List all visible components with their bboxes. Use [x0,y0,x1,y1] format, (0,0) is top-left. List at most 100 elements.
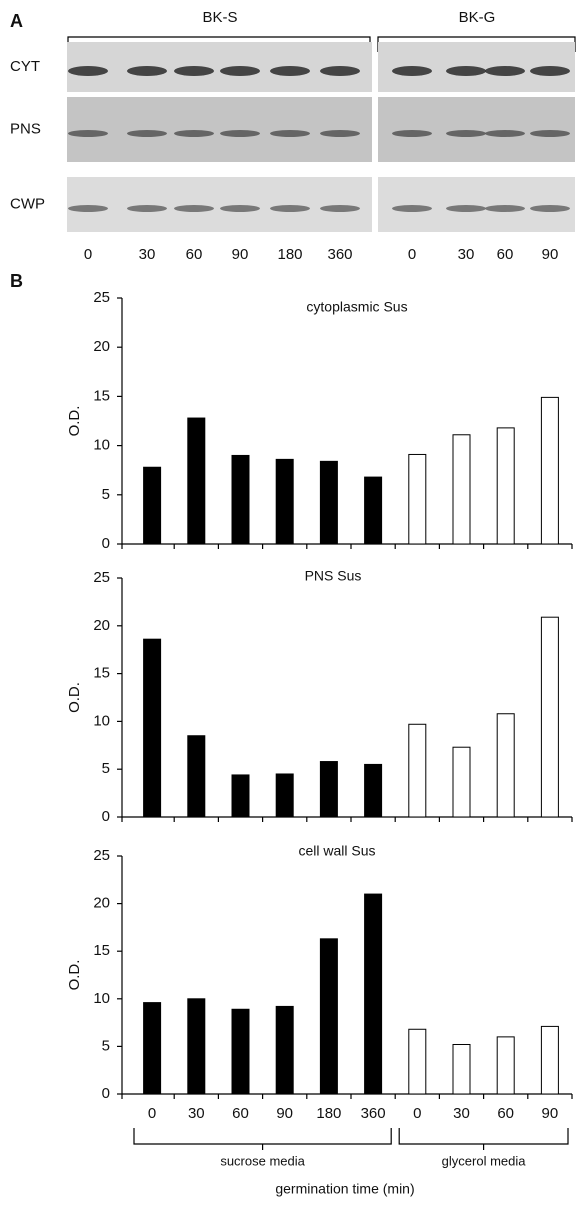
bar [320,762,337,817]
blot-band [270,205,310,212]
bar [409,454,426,544]
bar [188,418,205,544]
blot-band [68,205,108,212]
chart-title: PNS Sus [305,568,362,584]
panel-label: B [10,271,23,291]
blot-band [220,130,260,137]
blot-band [530,66,570,76]
row-label: CWP [10,195,45,212]
bar [409,724,426,817]
y-tick-label: 15 [93,387,110,404]
figure: A B BK-S BK-G germination time (min) CYT… [0,0,579,1205]
y-axis-title: O.D. [66,960,83,991]
x-axis-title: germination time (min) [275,1181,414,1197]
blot-strip [378,97,575,162]
lane-label: 60 [497,246,514,263]
group-label: BK-S [202,9,237,26]
blot-strip [67,42,372,92]
bar [188,736,205,817]
blot-band [127,66,167,76]
y-tick-label: 25 [93,847,110,864]
lane-label: 90 [232,246,249,263]
bar [320,461,337,544]
group-bracket [134,1128,391,1150]
lane-label: 360 [327,246,352,263]
blot-band [392,66,432,76]
x-tick-label: 60 [497,1105,514,1122]
bar [365,477,382,544]
y-tick-label: 20 [93,338,110,355]
blot-band [530,205,570,212]
bar [541,397,558,544]
lane-label: 60 [186,246,203,263]
bar [144,467,161,544]
lane-label: 30 [458,246,475,263]
group-label: BK-G [459,9,496,26]
panel-label: A [10,11,23,31]
bar [365,764,382,817]
y-tick-label: 15 [93,665,110,682]
bar [453,747,470,817]
blot-band [270,66,310,76]
bar [144,1003,161,1094]
bar [453,1044,470,1094]
x-tick-label: 90 [276,1105,293,1122]
blot-band [446,130,486,137]
bar [497,714,514,817]
y-axis-title: O.D. [66,406,83,437]
bar [276,1006,293,1094]
bar [497,1037,514,1094]
row-label: PNS [10,120,41,137]
y-tick-label: 15 [93,942,110,959]
lane-label: 90 [542,246,559,263]
group-label: glycerol media [442,1153,527,1168]
bar [320,939,337,1094]
blot-band [446,205,486,212]
blot-band [220,66,260,76]
x-tick-label: 0 [148,1105,156,1122]
blot-band [320,130,360,137]
y-tick-label: 5 [102,760,110,777]
blot-band [174,130,214,137]
blot-band [220,205,260,212]
group-label: sucrose media [220,1153,305,1168]
blot-band [68,66,108,76]
blot-band [392,205,432,212]
blot-strip [67,97,372,162]
blot-band [320,205,360,212]
y-tick-label: 20 [93,895,110,912]
row-label: CYT [10,58,40,75]
y-tick-label: 0 [102,535,110,552]
bar [232,775,249,817]
y-tick-label: 10 [93,437,110,454]
y-tick-label: 10 [93,712,110,729]
y-tick-label: 25 [93,289,110,306]
blot-band [485,205,525,212]
y-tick-label: 10 [93,990,110,1007]
bar [541,617,558,817]
lane-label: 0 [84,246,92,263]
y-tick-label: 0 [102,1085,110,1102]
bar [409,1029,426,1094]
y-tick-label: 20 [93,617,110,634]
x-tick-label: 0 [413,1105,421,1122]
blot-band [446,66,486,76]
blot-band [392,130,432,137]
lane-label: 0 [408,246,416,263]
x-tick-label: 360 [361,1105,386,1122]
blot-band [485,66,525,76]
bar [365,894,382,1094]
blot-band [68,130,108,137]
chart-title: cell wall Sus [298,843,375,859]
bar [144,639,161,817]
bar [453,435,470,544]
group-bracket [399,1128,568,1150]
bar [188,999,205,1094]
blot-band [530,130,570,137]
blot-band [127,130,167,137]
x-tick-label: 90 [542,1105,559,1122]
chart-title: cytoplasmic Sus [306,299,407,315]
bar [276,459,293,544]
lane-label: 30 [139,246,156,263]
blot-band [320,66,360,76]
